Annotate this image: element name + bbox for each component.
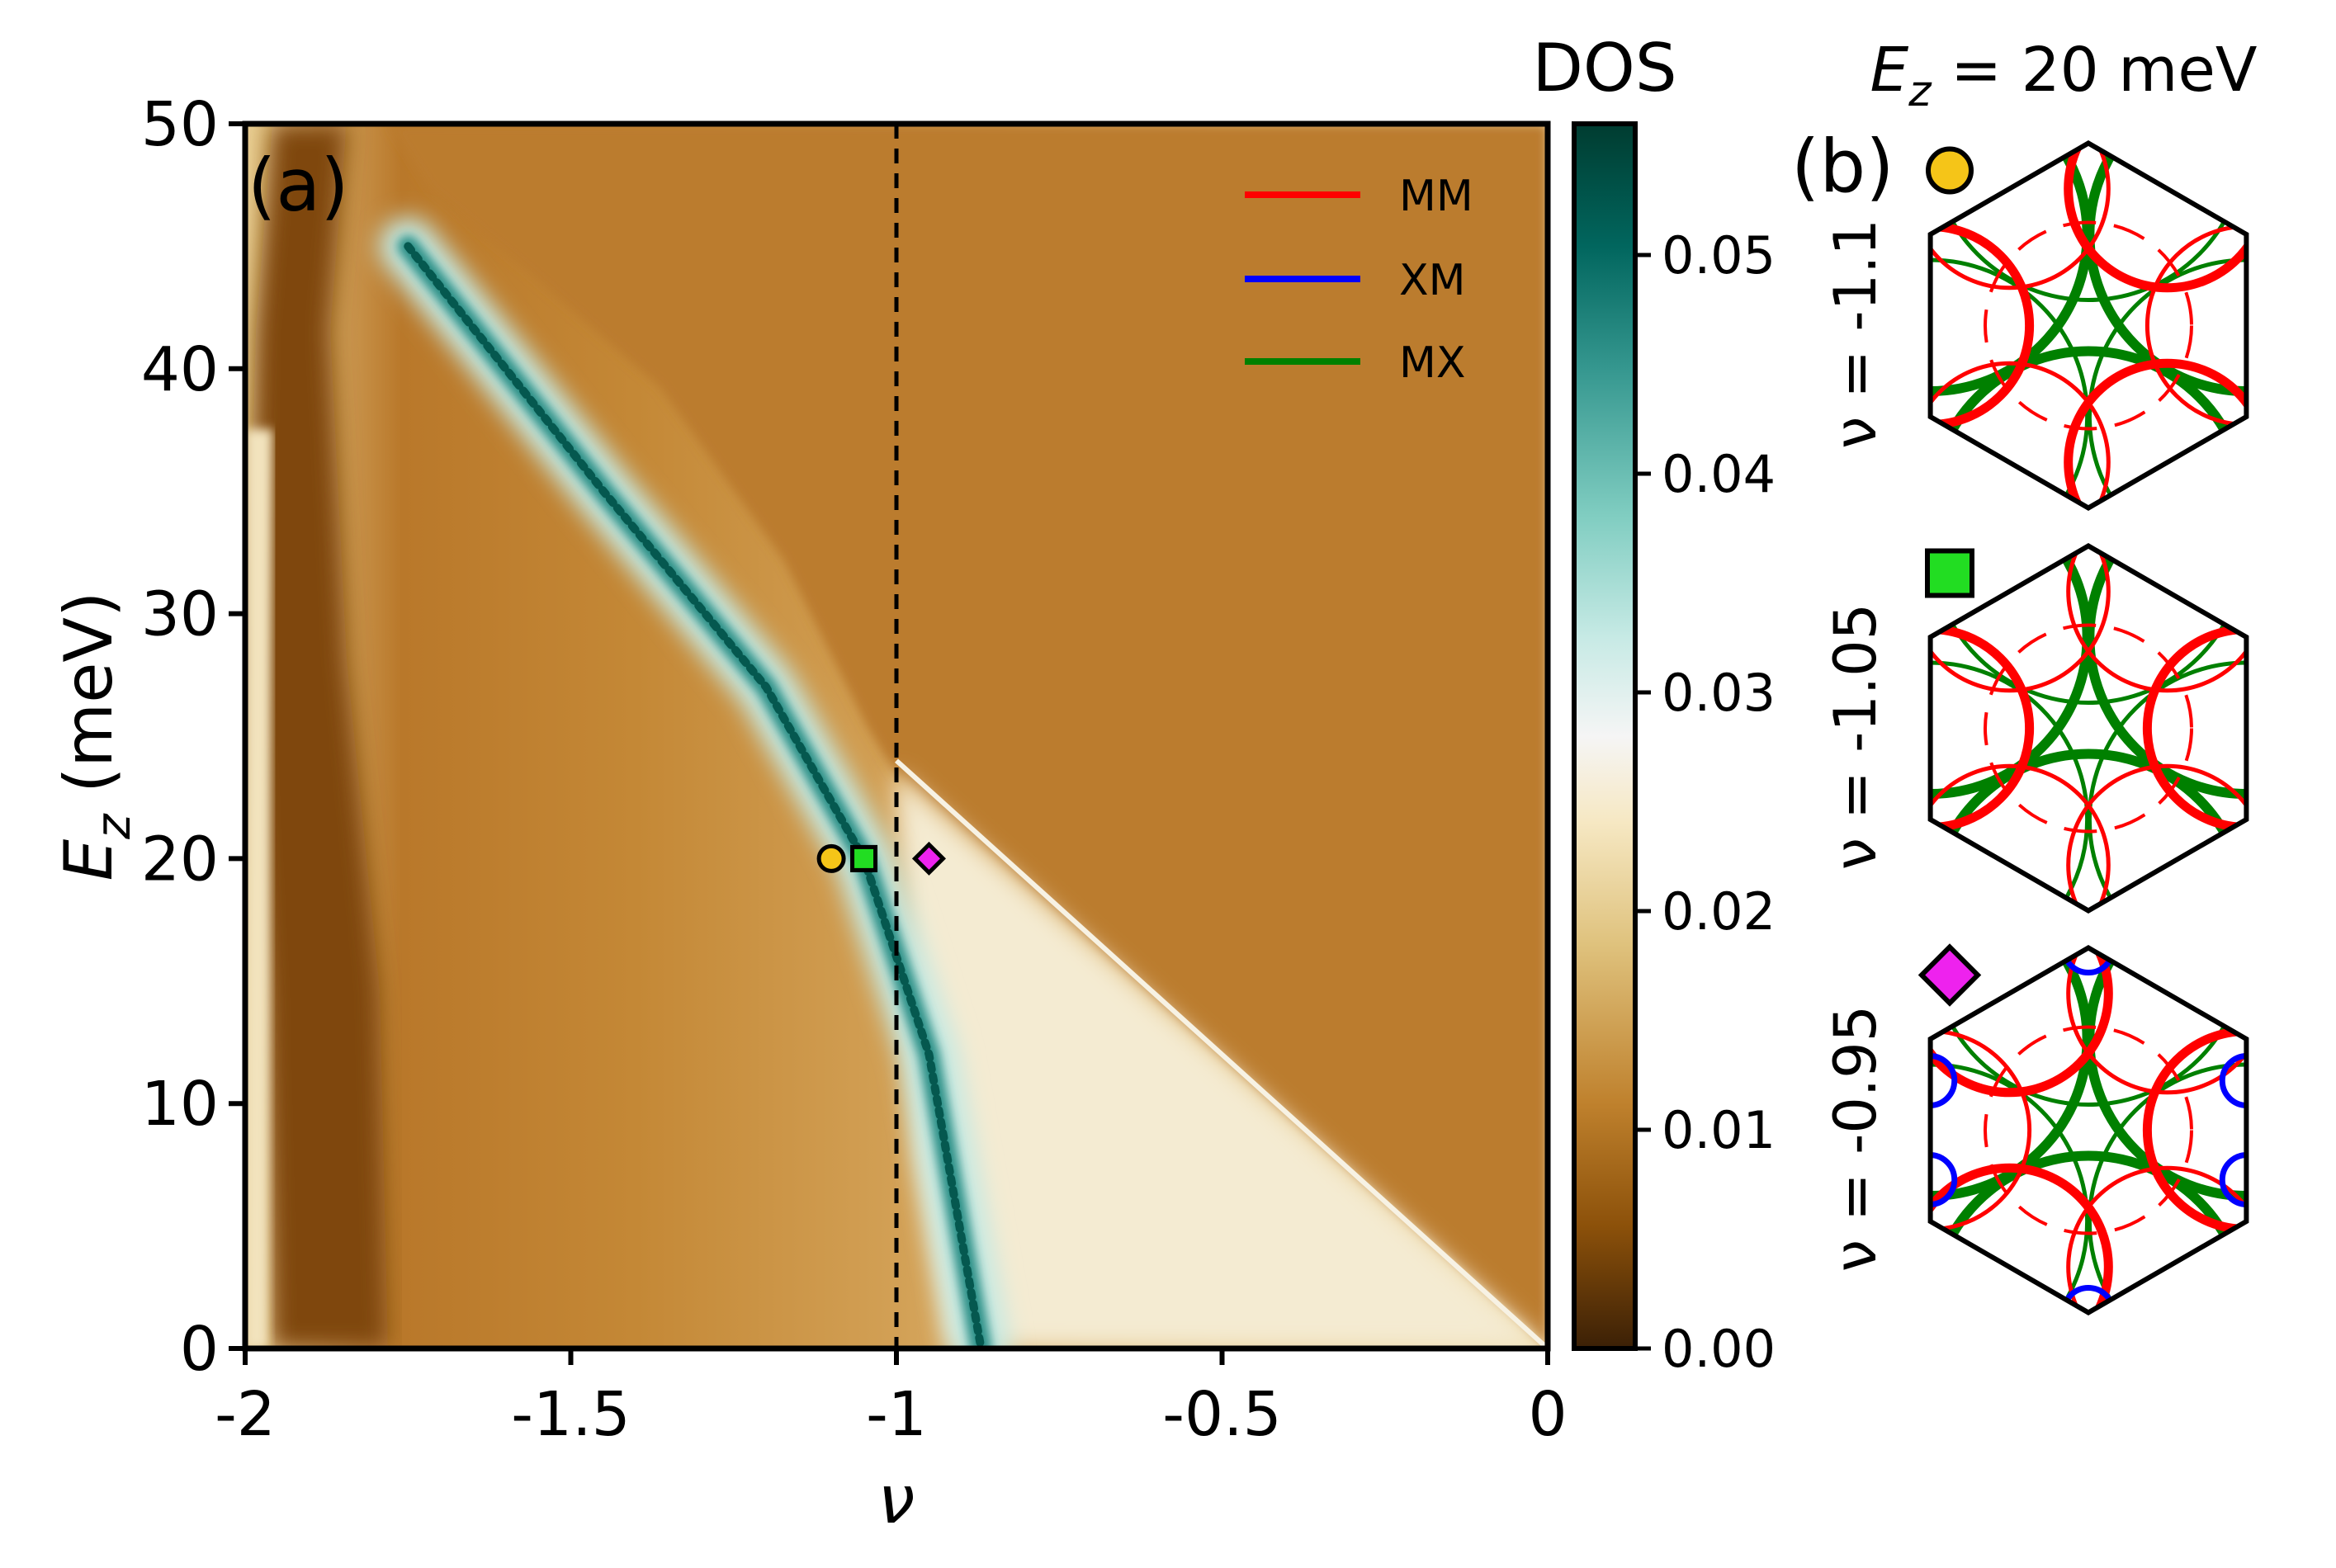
y-tick-label: 0 xyxy=(180,1314,219,1385)
legend-entry-mx: MX xyxy=(1245,338,1466,388)
mm-contour xyxy=(1930,947,2113,1098)
y-tick-label: 10 xyxy=(141,1069,219,1140)
panel-marker-square xyxy=(1925,548,1974,598)
legend-label-mx: MX xyxy=(1399,338,1466,388)
mm-contour xyxy=(1930,763,2111,911)
panel-label-b: (b) xyxy=(1791,124,1894,209)
x-tick-label: -2 xyxy=(215,1379,276,1450)
panel-b-title-sub: z xyxy=(1908,67,1932,116)
legend-entry-mm: MM xyxy=(1245,172,1473,221)
y-tick-label: 40 xyxy=(141,334,219,405)
mm-center-contour xyxy=(1984,220,2193,431)
fermi-surface-panels: ν = -1.1 ν = -1.05 ν = -0.95 xyxy=(1822,140,2249,1315)
mm-center-contour xyxy=(1984,1025,2193,1235)
mm-contour xyxy=(2064,143,2247,293)
y-axis-label-main: E xyxy=(50,838,127,881)
y-axis-ticks: 0 10 20 30 40 50 xyxy=(141,89,245,1385)
mm-contour xyxy=(2066,545,2247,693)
x-tick-label: -1.5 xyxy=(511,1379,630,1450)
marker-square xyxy=(850,844,878,872)
dos-ridge-core xyxy=(404,242,986,1348)
colorbar-title: DOS xyxy=(1532,30,1676,106)
brillouin-zone-hexagon xyxy=(1927,945,2249,1315)
mm-contour xyxy=(1930,361,2111,508)
panel-label-a: (a) xyxy=(248,143,349,228)
colorbar-tick-label: 0.04 xyxy=(1662,444,1776,504)
mm-contour xyxy=(2066,947,2247,1095)
colorbar-tick-label: 0.05 xyxy=(1662,225,1776,286)
panel-marker-circle xyxy=(1926,146,1974,195)
mm-contour xyxy=(2064,358,2247,508)
panel-marker-diamond xyxy=(1918,943,1982,1007)
y-tick-label: 50 xyxy=(141,89,219,160)
xm-pocket xyxy=(2219,1053,2247,1108)
y-axis-label: Ez (meV) xyxy=(50,592,141,881)
upper-low-dos-region xyxy=(245,124,1548,1348)
mm-center-contour xyxy=(1984,623,2193,834)
mm-contour xyxy=(2066,763,2247,911)
legend-entry-xm: XM xyxy=(1245,256,1466,305)
y-axis-label-units: (meV) xyxy=(50,592,127,815)
mm-contour xyxy=(1930,143,2111,290)
legend: MM XM MX xyxy=(1245,172,1473,388)
panel-b-title-main: E xyxy=(1870,35,1908,106)
marker-diamond xyxy=(911,841,946,876)
mm-contour xyxy=(2066,1165,2247,1313)
panel-nu-label: ν = -1.05 xyxy=(1822,603,1889,870)
x-tick-label: -0.5 xyxy=(1162,1379,1281,1450)
panel-nu-label: ν = -0.95 xyxy=(1822,1005,1889,1272)
brillouin-zone-hexagon xyxy=(1927,140,2249,511)
legend-label-mm: MM xyxy=(1399,172,1473,221)
marker-circle xyxy=(816,843,846,873)
panel-b-title-rest: = 20 meV xyxy=(1932,35,2258,106)
x-tick-label: -1 xyxy=(866,1379,927,1450)
colorbar-ticks: 0.00 0.01 0.02 0.03 0.04 0.05 xyxy=(1635,225,1776,1379)
panel-b-title: Ez = 20 meV xyxy=(1870,35,2257,116)
panel-nu-label-text: ν = -1.1 xyxy=(1822,219,1889,449)
colorbar-tick-label: 0.03 xyxy=(1662,663,1776,723)
colorbar xyxy=(1572,121,1638,1351)
panel-nu-label-text: ν = -0.95 xyxy=(1822,1005,1889,1272)
y-tick-label: 20 xyxy=(141,824,219,895)
x-axis-label: ν xyxy=(878,1462,915,1538)
x-axis-ticks: -2 -1.5 -1 -0.5 0 xyxy=(215,1348,1568,1450)
mm-contour xyxy=(1930,545,2111,693)
xm-pocket xyxy=(1930,1152,1958,1207)
colorbar-tick-label: 0.01 xyxy=(1662,1100,1776,1160)
colorbar-tick-label: 0.02 xyxy=(1662,881,1776,942)
legend-label-xm: XM xyxy=(1399,256,1466,305)
y-axis-label-text: Ez (meV) xyxy=(50,592,141,881)
panel-nu-label: ν = -1.1 xyxy=(1822,219,1889,449)
state-markers xyxy=(816,841,946,876)
mm-contour xyxy=(1930,1163,2113,1313)
y-axis-label-sub: z xyxy=(85,813,141,840)
left-dark-band xyxy=(248,124,388,1348)
brillouin-zone-hexagon xyxy=(1927,543,2249,914)
panel-nu-label-text: ν = -1.05 xyxy=(1822,603,1889,870)
x-tick-label: 0 xyxy=(1528,1379,1567,1450)
y-tick-label: 30 xyxy=(141,579,219,650)
colorbar-tick-label: 0.00 xyxy=(1662,1319,1776,1379)
van-hove-edge xyxy=(894,758,1548,1348)
xm-pocket xyxy=(2219,1152,2247,1207)
xm-pocket xyxy=(1930,1053,1958,1108)
left-edge-light xyxy=(245,429,272,1348)
